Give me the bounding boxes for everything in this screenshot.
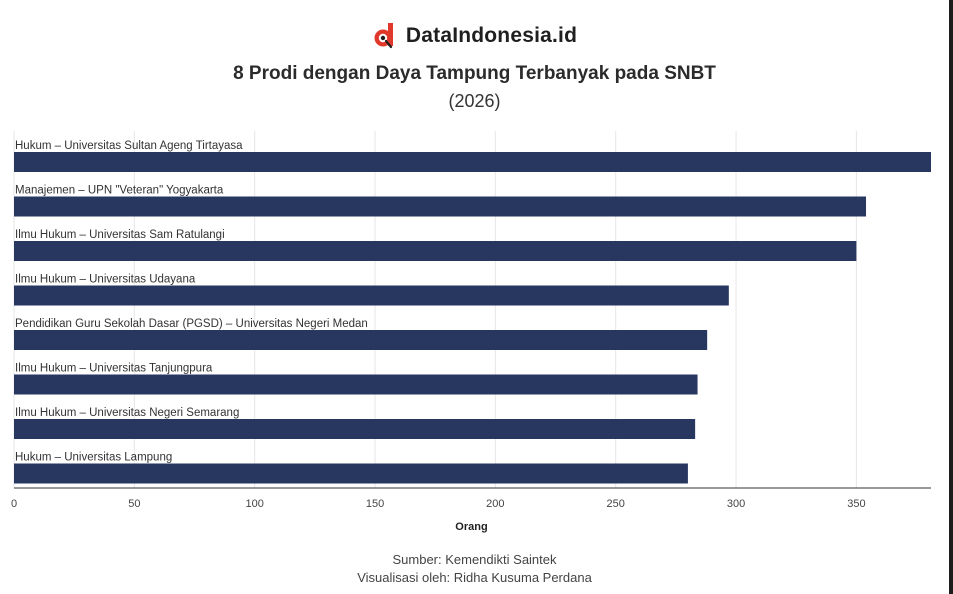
brand-header: DataIndonesia.id (0, 20, 949, 52)
x-tick-label: 200 (486, 498, 504, 510)
brand-name: DataIndonesia.id (405, 24, 578, 47)
x-axis-title: Orang (455, 521, 487, 533)
credit-note: Visualisasi oleh: Ridha Kusuma Perdana (357, 570, 592, 585)
source-note: Sumber: Kemendikti Saintek (392, 552, 557, 567)
dataindonesia-logo-icon (374, 23, 393, 49)
x-tick-label: 150 (366, 498, 384, 510)
bar-chart: 0 50 100 150 200 250 300 350 Hukum – Universitas… (11, 131, 931, 533)
bar (14, 285, 729, 306)
chart-title: 8 Prodi dengan Daya Tampung Terbanyak pa… (233, 63, 716, 84)
x-tick-label: 300 (727, 498, 745, 510)
chart-subtitle: (2026) (448, 91, 501, 111)
category-label: Ilmu Hukum – Universitas Udayana (15, 274, 196, 286)
x-tick-label: 0 (11, 498, 17, 510)
category-label: Hukum – Universitas Lampung (15, 452, 172, 464)
x-tick-label: 100 (246, 498, 264, 510)
bar (14, 463, 688, 484)
x-tick-label: 50 (128, 498, 140, 510)
category-label: Ilmu Hukum – Universitas Sam Ratulangi (15, 229, 225, 241)
category-label: Ilmu Hukum – Universitas Tanjungpura (15, 363, 213, 375)
bar (14, 241, 857, 261)
bar (14, 330, 708, 350)
x-tick-label: 350 (847, 498, 865, 510)
x-tick-label: 250 (607, 498, 625, 510)
category-label: Hukum – Universitas Sultan Ageng Tirtaya… (15, 140, 243, 152)
bar (14, 196, 867, 217)
bar (14, 152, 931, 172)
bar (14, 419, 696, 439)
window-edge (949, 0, 953, 594)
category-label: Manajemen – UPN "Veteran" Yogyakarta (15, 185, 224, 197)
category-label: Pendidikan Guru Sekolah Dasar (PGSD) – U… (15, 318, 368, 330)
category-label: Ilmu Hukum – Universitas Negeri Semarang (15, 407, 239, 419)
bar (14, 374, 698, 395)
